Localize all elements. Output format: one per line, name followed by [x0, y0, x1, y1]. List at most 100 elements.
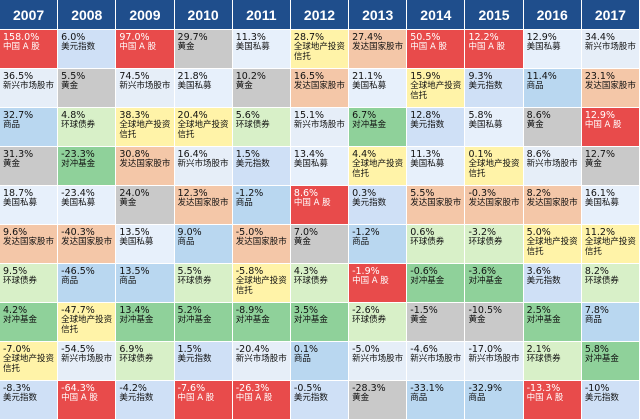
return-value: 12.7% — [584, 149, 615, 160]
return-value: 9.5% — [3, 266, 28, 277]
asset-label: 美国私募 — [410, 159, 445, 169]
return-value: -3.6% — [468, 266, 497, 277]
asset-label: 发达国家股市 — [584, 81, 636, 91]
asset-label: 发达国家股市 — [468, 198, 520, 208]
return-cell: -20.4% 新兴市场股市 — [232, 342, 291, 381]
asset-label: 商品 — [61, 276, 79, 286]
asset-label: 商品 — [235, 198, 253, 208]
return-value: 11.2% — [584, 227, 615, 238]
return-cell: 74.5% 新兴市场股市 — [116, 69, 175, 108]
return-cell: 15.1% 新兴市场股市 — [290, 108, 350, 147]
asset-label: 中国 A 股 — [235, 393, 273, 403]
asset-label: 美国私募 — [61, 198, 96, 208]
return-value: 4.2% — [3, 305, 28, 316]
return-value: -26.3% — [235, 383, 270, 394]
return-value: 32.7% — [3, 110, 34, 121]
return-cell: 5.5% 环球债券 — [174, 264, 233, 303]
return-value: -0.6% — [410, 266, 438, 277]
return-value: -1.5% — [410, 305, 438, 316]
return-value: -17.0% — [468, 344, 503, 355]
asset-label: 新兴市场股市 — [293, 120, 345, 130]
return-value: 21.8% — [177, 71, 208, 82]
asset-label: 新兴市场股市 — [526, 159, 578, 169]
asset-label: 中国 A 股 — [352, 276, 389, 286]
return-cell: -1.2% 商品 — [349, 225, 408, 264]
asset-label: 新兴市场股市 — [584, 42, 636, 52]
asset-label: 黄金 — [3, 159, 21, 169]
asset-label: 环球债券 — [177, 276, 212, 286]
return-cell: 2.1% 环球债券 — [523, 342, 582, 381]
return-value: 13.4% — [119, 305, 150, 316]
return-cell: 8.2% 环球债券 — [581, 264, 640, 303]
asset-label: 全球地产投资信托 — [3, 354, 55, 374]
return-cell: 3.5% 对冲基金 — [290, 303, 350, 342]
return-value: -1.9% — [352, 266, 380, 277]
return-cell: 7.0% 黄金 — [290, 225, 350, 264]
asset-label: 新兴市场股市 — [3, 81, 55, 91]
return-cell: -64.3% 中国 A 股 — [58, 381, 117, 420]
return-value: -23.3% — [61, 149, 95, 160]
return-value: 2.5% — [526, 305, 551, 316]
return-cell: 24.0% 黄金 — [116, 186, 175, 225]
asset-label: 黄金 — [235, 81, 253, 91]
asset-label: 全球地产投资信托 — [410, 81, 462, 101]
asset-label: 全球地产投资信托 — [119, 120, 171, 140]
return-value: -0.5% — [293, 383, 322, 394]
return-value: 12.9% — [584, 110, 615, 121]
return-cell: 16.1% 美国私募 — [581, 186, 640, 225]
return-cell: 5.5% 黄金 — [58, 69, 117, 108]
return-value: 12.3% — [177, 188, 208, 199]
asset-label: 商品 — [526, 81, 544, 91]
return-value: 8.6% — [526, 149, 551, 160]
return-cell: -0.5% 美元指数 — [290, 381, 350, 420]
asset-label: 环球债券 — [410, 237, 445, 247]
asset-label: 黄金 — [584, 159, 602, 169]
return-value: -28.3% — [352, 383, 386, 394]
asset-label: 全球地产投资信托 — [468, 159, 520, 179]
return-value: 8.6% — [293, 188, 319, 199]
return-value: -5.0% — [352, 344, 380, 355]
asset-label: 新兴市场股市 — [61, 354, 113, 364]
return-value: 0.1% — [468, 149, 493, 160]
asset-label: 全球地产投资信托 — [293, 42, 345, 62]
return-value: 8.6% — [526, 110, 551, 121]
asset-label: 黄金 — [410, 315, 428, 325]
return-cell: -5.0% 发达国家股市 — [232, 225, 291, 264]
return-value: 97.0% — [119, 32, 150, 43]
return-value: 5.6% — [235, 110, 260, 121]
return-value: -46.5% — [61, 266, 95, 277]
asset-label: 黄金 — [119, 198, 137, 208]
asset-label: 新兴市场股市 — [468, 354, 520, 364]
return-cell: 13.5% 美国私募 — [116, 225, 175, 264]
return-value: -10.5% — [468, 305, 503, 316]
return-value: -1.2% — [235, 188, 264, 199]
asset-label: 美国私募 — [584, 198, 619, 208]
return-cell: 11.3% 美国私募 — [407, 147, 466, 186]
return-value: 8.2% — [584, 266, 609, 277]
return-value: 5.8% — [584, 344, 609, 355]
return-value: 6.7% — [352, 110, 377, 121]
return-value: 8.2% — [526, 188, 551, 199]
asset-label: 美元指数 — [526, 276, 561, 286]
return-value: 31.3% — [3, 149, 34, 160]
return-value: 0.3% — [352, 188, 377, 199]
asset-label: 美国私募 — [468, 120, 503, 130]
return-cell: 9.6% 发达国家股市 — [0, 225, 59, 264]
return-cell: 21.8% 美国私募 — [174, 69, 233, 108]
asset-label: 新兴市场股市 — [410, 354, 462, 364]
return-cell: 5.5% 发达国家股市 — [407, 186, 466, 225]
return-value: 36.5% — [3, 71, 34, 82]
return-cell: -4.6% 新兴市场股市 — [407, 342, 466, 381]
return-cell: 8.6% 新兴市场股市 — [523, 147, 582, 186]
return-value: 12.8% — [410, 110, 441, 121]
asset-label: 黄金 — [352, 393, 370, 403]
return-cell: 0.1% 商品 — [290, 342, 350, 381]
asset-label: 对冲基金 — [119, 315, 154, 325]
return-value: 5.2% — [177, 305, 202, 316]
return-cell: 36.5% 新兴市场股市 — [0, 69, 59, 108]
return-value: 15.1% — [293, 110, 325, 121]
return-cell: 5.8% 美国私募 — [465, 108, 524, 147]
return-value: 4.8% — [61, 110, 86, 121]
return-cell: 6.0% 美元指数 — [58, 30, 117, 69]
return-value: 5.0% — [526, 227, 551, 238]
